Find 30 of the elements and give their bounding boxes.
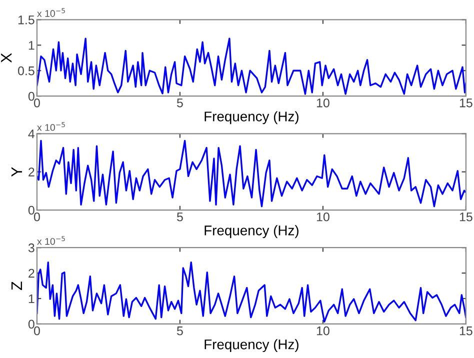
y-tick-label: 2 <box>28 268 34 278</box>
x-tick-label: 5 <box>176 98 183 108</box>
x-tick-label: 10 <box>316 98 330 108</box>
text: x 10$^{−5}$ <box>37 8 65 17</box>
x-tick-label: 10 <box>316 326 330 336</box>
text: x 10$^{−5}$ <box>37 236 65 245</box>
line-series <box>36 140 466 208</box>
y-axis-title: Y <box>11 167 22 177</box>
y-tick-label: 1 <box>28 41 34 50</box>
y-axis-title: Z <box>11 282 22 290</box>
x-axis-title: Frequency (Hz) <box>204 111 298 124</box>
x-axis-title: Frequency (Hz) <box>204 339 298 352</box>
y-tick-label: 1.5 <box>18 16 34 24</box>
y-tick-label: 0 <box>28 206 34 215</box>
x-tick-label: 5 <box>176 212 183 222</box>
x-tick-label: 5 <box>176 326 183 336</box>
y-tick-label: 0 <box>28 92 34 101</box>
y-tick-label: 0 <box>28 320 34 329</box>
y-tick-label: 1 <box>28 294 34 304</box>
y-tick-label: 0.5 <box>18 66 34 76</box>
text: x 10$^{−5}$ <box>37 122 65 131</box>
x-tick-label: 10 <box>316 212 330 222</box>
x-axis-title: Frequency (Hz) <box>204 225 298 238</box>
y-tick-label: 2 <box>28 168 34 176</box>
y-axis-title: X <box>1 53 12 63</box>
x-tick-label: 15 <box>460 326 472 336</box>
y-tick-label: 4 <box>28 130 35 138</box>
y-tick-label: 3 <box>28 243 34 252</box>
x-tick-label: 15 <box>460 212 472 222</box>
x-tick-label: 15 <box>460 98 472 108</box>
